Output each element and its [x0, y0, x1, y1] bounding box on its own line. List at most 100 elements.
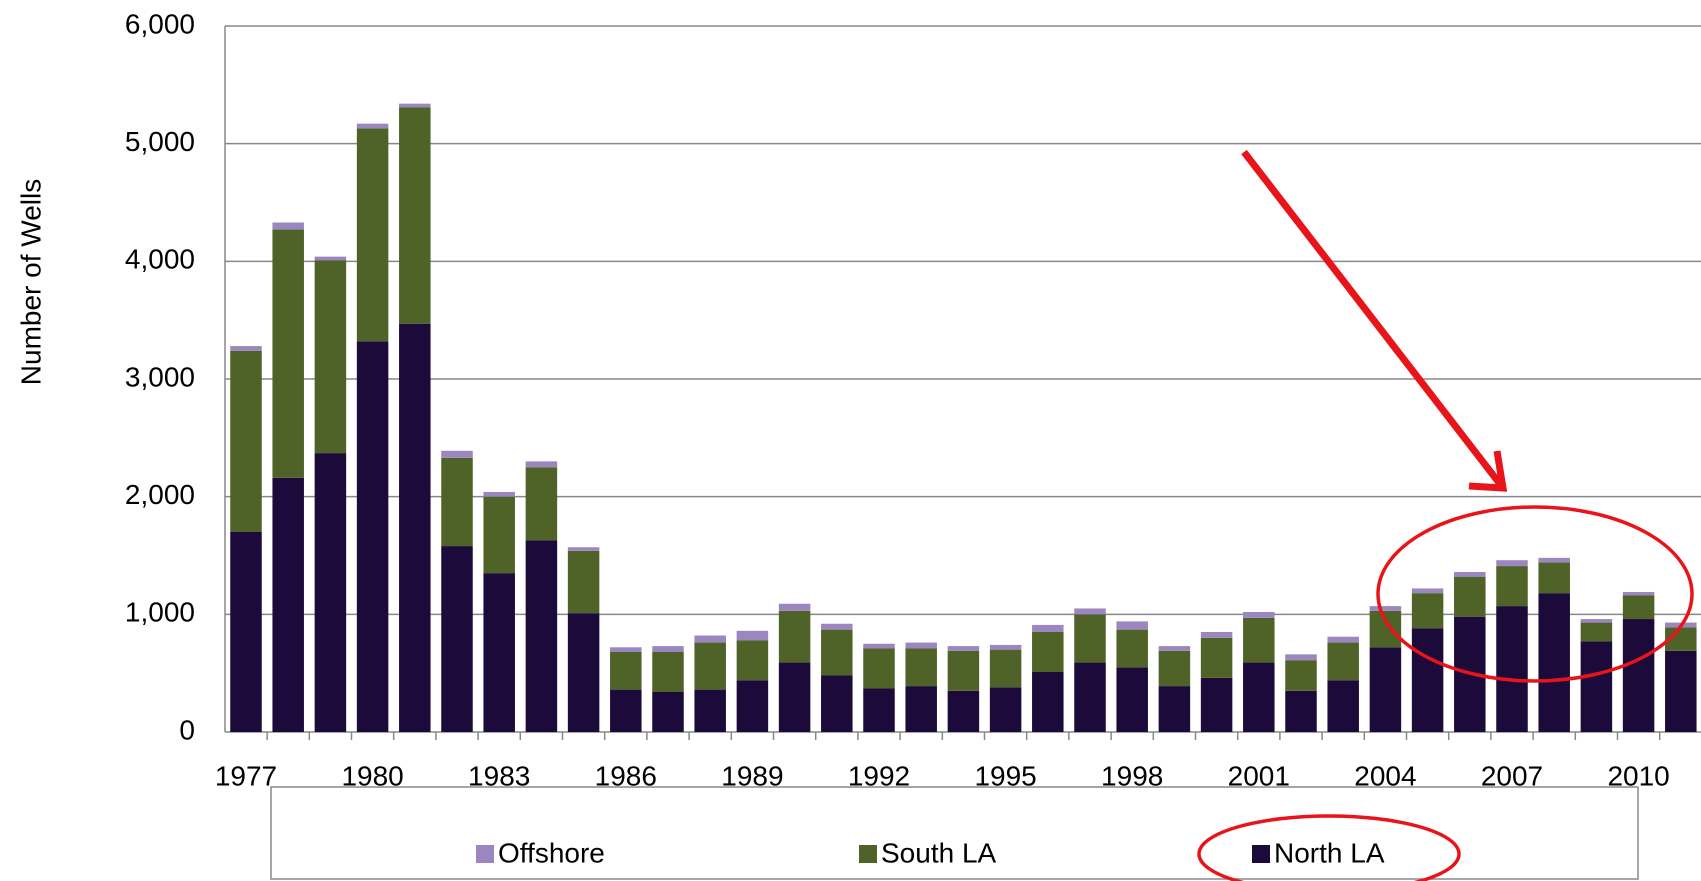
- bar-segment: [1200, 637, 1233, 678]
- annotation-ellipse: [1197, 814, 1461, 881]
- bar-segment: [399, 107, 431, 324]
- bar-segment: [905, 642, 937, 649]
- bar-segment: [1116, 629, 1148, 668]
- bar-segment: [1116, 621, 1148, 630]
- bar-segment: [778, 610, 811, 663]
- bar-segment: [1327, 642, 1359, 681]
- x-tick-label: 1995: [974, 760, 1036, 791]
- y-tick-label: 1,000: [125, 597, 195, 628]
- bar-segment: [1074, 662, 1106, 732]
- bar-segment: [652, 691, 684, 732]
- bar-segment: [610, 651, 642, 690]
- bar-segment: [1116, 667, 1148, 732]
- y-tick-label: 0: [179, 714, 195, 745]
- x-tick-label: 1980: [341, 760, 403, 791]
- bar-segment: [652, 646, 684, 652]
- x-tick-label: 2004: [1354, 760, 1416, 791]
- bar-segment: [778, 603, 811, 611]
- bar-segment: [1496, 606, 1528, 732]
- bar-segment: [272, 229, 304, 478]
- bar-segment: [1622, 619, 1655, 732]
- y-tick-label: 3,000: [125, 361, 195, 392]
- bar-segment: [821, 629, 853, 676]
- bar-segment: [1327, 636, 1359, 643]
- bar-segment: [947, 646, 980, 651]
- bar-segment: [272, 477, 304, 732]
- y-tick-label: 4,000: [125, 244, 195, 275]
- bar-segment: [230, 346, 262, 351]
- bar-segment: [1285, 660, 1317, 691]
- bar-segment: [694, 689, 726, 732]
- bar-segment: [863, 643, 895, 649]
- bar-segment: [1200, 677, 1233, 732]
- bar-segment: [1580, 619, 1613, 623]
- bar-segment: [863, 688, 895, 732]
- bar-segment: [314, 453, 347, 732]
- x-tick-label: 2010: [1607, 760, 1669, 791]
- bar-segment: [1032, 624, 1064, 632]
- bar-segment: [1074, 614, 1106, 663]
- bar-segment: [736, 640, 769, 681]
- bar-segment: [821, 623, 853, 630]
- bar-segment: [272, 222, 304, 230]
- bar-segment: [1411, 593, 1444, 629]
- bar-segment: [441, 450, 473, 458]
- legend-label: Offshore: [498, 837, 605, 868]
- bar-segment: [736, 680, 769, 732]
- bar-segment: [1496, 560, 1528, 567]
- bar-segment: [483, 496, 515, 574]
- bar-segment: [1454, 576, 1486, 617]
- bar-segment: [1243, 611, 1275, 618]
- bar-segment: [399, 103, 431, 108]
- bar-segment: [905, 648, 937, 687]
- x-tick-label: 1989: [721, 760, 783, 791]
- legend-swatch: [1252, 845, 1270, 863]
- bar-segment: [1496, 566, 1528, 607]
- annotation-arrowhead: [1468, 450, 1508, 492]
- bar-segment: [989, 687, 1022, 732]
- bar-segment: [230, 350, 262, 532]
- bar-segment: [525, 461, 558, 468]
- bar-segment: [1074, 608, 1106, 615]
- bar-segment: [1622, 595, 1655, 620]
- bar-segment: [1538, 557, 1570, 563]
- legend-swatch: [859, 845, 877, 863]
- bar-segment: [356, 341, 389, 732]
- bar-segment: [525, 540, 558, 732]
- y-tick-label: 2,000: [125, 479, 195, 510]
- bar-segment: [230, 531, 262, 732]
- bar-segment: [736, 630, 769, 641]
- bar-segment: [1538, 562, 1570, 594]
- bar-segment: [483, 573, 515, 732]
- bar-segment: [1454, 571, 1486, 577]
- x-tick-label: 1983: [468, 760, 530, 791]
- legend-label: South LA: [881, 837, 997, 868]
- bar-segment: [1665, 650, 1697, 732]
- bar-segment: [1285, 690, 1317, 732]
- bar-segment: [314, 256, 347, 261]
- bar-segment: [1622, 591, 1655, 596]
- bar-segment: [1200, 631, 1233, 638]
- bar-segment: [567, 613, 600, 732]
- bar-segment: [1411, 628, 1444, 732]
- bar-segment: [1580, 641, 1613, 732]
- bar-segment: [947, 650, 980, 691]
- bar-segment: [1158, 646, 1191, 651]
- bar-segment: [441, 546, 473, 732]
- bar-segment: [652, 651, 684, 692]
- annotation-arrow: [1241, 149, 1503, 487]
- bar-segment: [1243, 617, 1275, 663]
- x-tick-label: 1998: [1101, 760, 1163, 791]
- bar-segment: [1369, 606, 1402, 611]
- x-tick-label: 2001: [1228, 760, 1290, 791]
- bar-segment: [694, 635, 726, 643]
- bar-segment: [989, 644, 1022, 650]
- bar-segment: [1158, 650, 1191, 687]
- bar-segment: [821, 675, 853, 732]
- x-tick-label: 1977: [215, 760, 277, 791]
- bar-segment: [778, 662, 811, 732]
- legend-box: [270, 786, 1639, 880]
- annotation-ellipse: [1376, 505, 1694, 683]
- x-tick-label: 1986: [595, 760, 657, 791]
